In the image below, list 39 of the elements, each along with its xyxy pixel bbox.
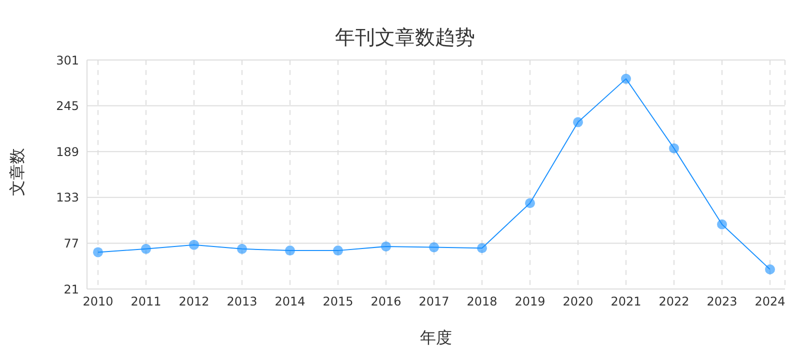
- y-tick-label: 189: [56, 144, 79, 159]
- y-tick-label: 301: [56, 53, 79, 68]
- point: [381, 241, 391, 252]
- x-tick-label: 2023: [706, 294, 738, 309]
- y-axis-title: 文章数: [8, 148, 28, 196]
- x-tick-label: 2022: [658, 294, 690, 309]
- point: [717, 219, 727, 230]
- x-tick-label: 2012: [178, 294, 210, 309]
- x-tick-label: 2017: [418, 294, 450, 309]
- point: [237, 244, 247, 254]
- point: [141, 244, 151, 254]
- x-tick-label: 2013: [226, 294, 258, 309]
- point: [477, 243, 487, 254]
- point: [573, 117, 583, 128]
- point: [765, 264, 775, 274]
- y-tick-label: 77: [64, 236, 79, 250]
- x-tick-label: 2015: [322, 294, 354, 309]
- point: [669, 143, 679, 154]
- point: [621, 74, 631, 84]
- point: [285, 246, 295, 256]
- point: [93, 247, 103, 258]
- x-tick-label: 2014: [274, 294, 306, 309]
- y-tick-label: 133: [56, 190, 79, 205]
- point: [189, 240, 199, 250]
- x-tick-label: 2011: [130, 294, 162, 309]
- x-tick-label: 2019: [514, 294, 546, 309]
- x-tick-label: 2020: [562, 294, 594, 309]
- x-tick-label: 2010: [82, 294, 114, 309]
- x-tick-label: 2016: [370, 294, 402, 309]
- x-tick-label: 2021: [610, 294, 642, 309]
- y-tick-label: 245: [56, 99, 79, 114]
- point: [333, 246, 343, 256]
- point: [429, 242, 439, 252]
- point: [525, 198, 535, 208]
- y-tick-label: 21: [64, 282, 79, 296]
- x-axis-title: 年度: [419, 328, 453, 349]
- chart-title: 年刊文章数趋势: [334, 24, 476, 51]
- x-tick-label: 2024: [754, 294, 786, 309]
- x-tick-label: 2018: [466, 294, 498, 309]
